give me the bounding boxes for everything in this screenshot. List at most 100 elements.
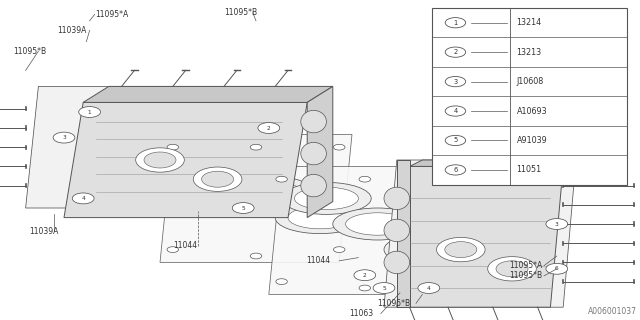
Circle shape — [167, 144, 179, 150]
Circle shape — [445, 242, 477, 258]
Circle shape — [546, 219, 568, 229]
Text: 13214: 13214 — [516, 18, 541, 27]
Circle shape — [144, 152, 176, 168]
Circle shape — [202, 171, 234, 187]
Circle shape — [136, 148, 184, 172]
Polygon shape — [83, 86, 333, 102]
Text: 11095*B: 11095*B — [509, 271, 542, 280]
Polygon shape — [397, 160, 410, 307]
Circle shape — [445, 47, 466, 57]
Circle shape — [359, 285, 371, 291]
Circle shape — [442, 279, 454, 284]
Text: 4: 4 — [453, 108, 458, 114]
Text: 11044: 11044 — [306, 256, 330, 265]
Polygon shape — [269, 166, 461, 294]
Circle shape — [250, 144, 262, 150]
Circle shape — [72, 193, 94, 204]
Ellipse shape — [288, 206, 352, 229]
Polygon shape — [397, 166, 563, 307]
Circle shape — [488, 257, 536, 281]
Circle shape — [79, 107, 100, 117]
Ellipse shape — [397, 238, 461, 261]
Text: 11095*B: 11095*B — [378, 299, 411, 308]
Text: 4: 4 — [427, 285, 431, 291]
Ellipse shape — [275, 202, 365, 234]
Circle shape — [53, 132, 75, 143]
Circle shape — [258, 123, 280, 133]
Ellipse shape — [186, 155, 250, 178]
Circle shape — [354, 270, 376, 281]
Polygon shape — [160, 134, 352, 262]
Ellipse shape — [301, 110, 326, 133]
Ellipse shape — [384, 219, 410, 242]
Circle shape — [333, 247, 345, 252]
Text: 2: 2 — [267, 125, 271, 131]
Circle shape — [445, 76, 466, 87]
Ellipse shape — [301, 174, 326, 197]
Text: 11039A: 11039A — [29, 227, 58, 236]
Circle shape — [436, 237, 485, 262]
Circle shape — [167, 247, 179, 252]
Circle shape — [546, 263, 568, 274]
Ellipse shape — [333, 208, 422, 240]
Ellipse shape — [384, 234, 474, 266]
Text: A91039: A91039 — [516, 136, 547, 145]
Ellipse shape — [173, 150, 262, 182]
Text: 2: 2 — [453, 49, 458, 55]
Ellipse shape — [384, 187, 410, 210]
Text: 11039A: 11039A — [58, 26, 87, 35]
Ellipse shape — [384, 251, 410, 274]
Circle shape — [359, 176, 371, 182]
Text: 4: 4 — [81, 196, 85, 201]
Text: 1: 1 — [453, 20, 458, 26]
Text: 2: 2 — [363, 273, 367, 278]
Text: 11095*B: 11095*B — [13, 47, 46, 56]
Circle shape — [442, 176, 454, 182]
Text: 3: 3 — [62, 135, 66, 140]
Ellipse shape — [301, 142, 326, 165]
Ellipse shape — [237, 181, 301, 203]
Polygon shape — [307, 86, 333, 218]
Ellipse shape — [224, 176, 314, 208]
Text: 6: 6 — [453, 167, 458, 173]
Text: 11063: 11063 — [349, 309, 373, 318]
Text: 13213: 13213 — [516, 48, 541, 57]
Text: 11063: 11063 — [515, 106, 540, 115]
Circle shape — [445, 135, 466, 146]
Circle shape — [250, 253, 262, 259]
Circle shape — [276, 176, 287, 182]
Text: 5: 5 — [382, 285, 386, 291]
Text: 6: 6 — [555, 266, 559, 271]
Circle shape — [445, 106, 466, 116]
Polygon shape — [64, 102, 307, 218]
Text: 11044: 11044 — [173, 241, 197, 250]
Text: 11095*A: 11095*A — [95, 10, 128, 19]
Circle shape — [496, 261, 528, 277]
Text: A006001037: A006001037 — [588, 307, 637, 316]
Circle shape — [232, 203, 254, 213]
Text: J10608: J10608 — [516, 77, 544, 86]
Text: 5: 5 — [453, 138, 458, 143]
FancyBboxPatch shape — [432, 8, 627, 185]
Text: 11095*A: 11095*A — [509, 261, 542, 270]
Circle shape — [193, 167, 242, 191]
Text: 11095*B: 11095*B — [224, 8, 257, 17]
Circle shape — [546, 174, 568, 185]
Circle shape — [445, 18, 466, 28]
Polygon shape — [26, 86, 282, 208]
Polygon shape — [384, 160, 576, 307]
Polygon shape — [410, 160, 576, 166]
Circle shape — [333, 144, 345, 150]
Text: A10693: A10693 — [516, 107, 547, 116]
Text: 5: 5 — [241, 205, 245, 211]
Text: 3: 3 — [453, 79, 458, 84]
Circle shape — [445, 165, 466, 175]
Text: 11051: 11051 — [516, 165, 541, 174]
Ellipse shape — [294, 187, 358, 210]
Ellipse shape — [346, 213, 410, 235]
Text: 1: 1 — [555, 177, 559, 182]
Text: 1: 1 — [88, 109, 92, 115]
Text: 3: 3 — [555, 221, 559, 227]
Circle shape — [418, 283, 440, 293]
Circle shape — [276, 279, 287, 284]
